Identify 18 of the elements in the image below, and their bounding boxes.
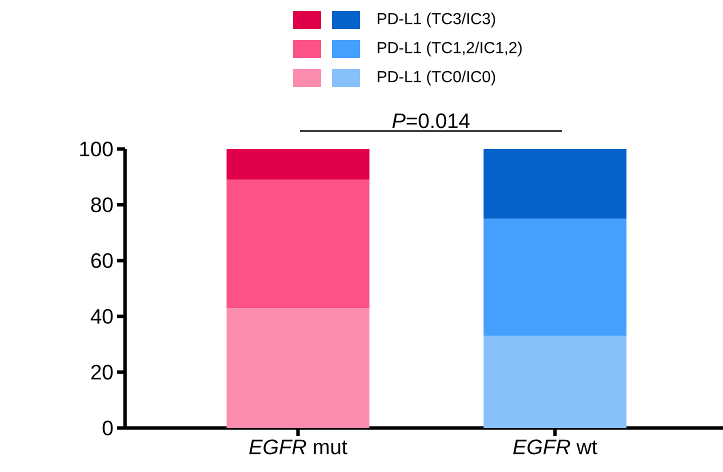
y-tick-label: 60	[91, 253, 113, 268]
x-tick-label: EGFR mut	[249, 440, 348, 454]
legend-label: PD-L1 (TC3/IC3)	[378, 12, 496, 28]
bar	[484, 218, 626, 336]
y-tick-label: 20	[91, 364, 113, 380]
text: P=0.014	[392, 113, 470, 128]
bar	[484, 148, 626, 219]
y-tick-label: 100	[80, 142, 113, 156]
y-tick-label: 80	[91, 197, 113, 212]
y-tick-label: 0	[102, 420, 113, 436]
x-tick-label: EGFR wt	[513, 440, 598, 454]
legend-label: PD-L1 (TC0/IC0)	[378, 70, 496, 86]
legend-label: PD-L1 (TC1,2/IC1,2)	[378, 42, 522, 56]
bar	[226, 148, 370, 180]
bar	[484, 336, 626, 428]
bar	[226, 308, 370, 428]
bar	[226, 180, 370, 308]
y-tick-label: 40	[90, 308, 113, 324]
